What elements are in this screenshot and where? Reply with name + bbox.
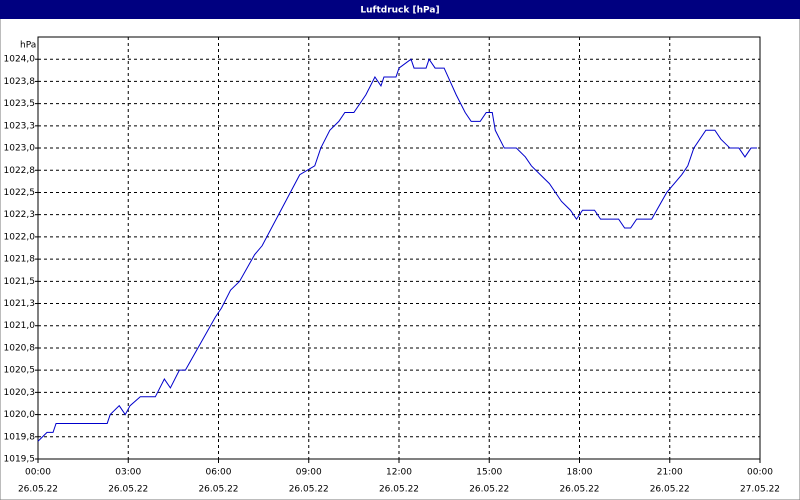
x-tick-date: 26.05.22	[289, 485, 329, 495]
x-tick-date: 27.05.22	[740, 485, 780, 495]
x-tick-label: 09:00	[296, 468, 322, 478]
y-tick-label: 1023,0	[4, 144, 36, 154]
y-tick-label: 1019,5	[4, 455, 36, 465]
y-tick-label: 1021,5	[4, 277, 36, 287]
title-bar	[0, 0, 800, 19]
y-tick-label: 1020,0	[4, 410, 36, 420]
y-tick-label: 1022,3	[4, 210, 36, 220]
y-tick-label: 1024,0	[4, 55, 36, 65]
y-tick-label: 1020,5	[4, 366, 36, 376]
y-tick-label: 1023,8	[4, 77, 36, 87]
y-axis-label: hPa	[20, 41, 36, 51]
x-tick-date: 26.05.22	[379, 485, 419, 495]
x-tick-date: 26.05.22	[650, 485, 690, 495]
y-tick-label: 1021,3	[4, 299, 36, 309]
y-tick-label: 1023,3	[4, 121, 36, 131]
y-tick-label: 1020,3	[4, 388, 36, 398]
x-tick-date: 26.05.22	[18, 485, 58, 495]
x-tick-label: 12:00	[386, 468, 412, 478]
data-line	[37, 58, 757, 442]
x-tick-date: 26.05.22	[108, 485, 148, 495]
y-tick-label: 1020,8	[4, 343, 36, 353]
x-tick-label: 21:00	[657, 468, 683, 478]
y-tick-label: 1023,5	[4, 99, 36, 109]
x-tick-label: 03:00	[115, 468, 141, 478]
x-tick-date: 26.05.22	[559, 485, 599, 495]
x-tick-label: 06:00	[206, 468, 232, 478]
x-tick-date: 26.05.22	[469, 485, 509, 495]
x-tick-label: 00:00	[25, 468, 51, 478]
y-tick-label: 1022,5	[4, 188, 36, 198]
y-tick-label: 1021,8	[4, 255, 36, 265]
y-tick-label: 1022,8	[4, 166, 36, 176]
y-tick-label: 1019,8	[4, 432, 36, 442]
chart-title: Luftdruck [hPa]	[360, 6, 439, 16]
y-tick-label: 1021,0	[4, 321, 36, 331]
x-tick-label: 15:00	[476, 468, 502, 478]
x-tick-label: 00:00	[747, 468, 773, 478]
x-tick-date: 26.05.22	[198, 485, 238, 495]
x-tick-label: 18:00	[567, 468, 593, 478]
y-tick-label: 1022,0	[4, 232, 36, 242]
